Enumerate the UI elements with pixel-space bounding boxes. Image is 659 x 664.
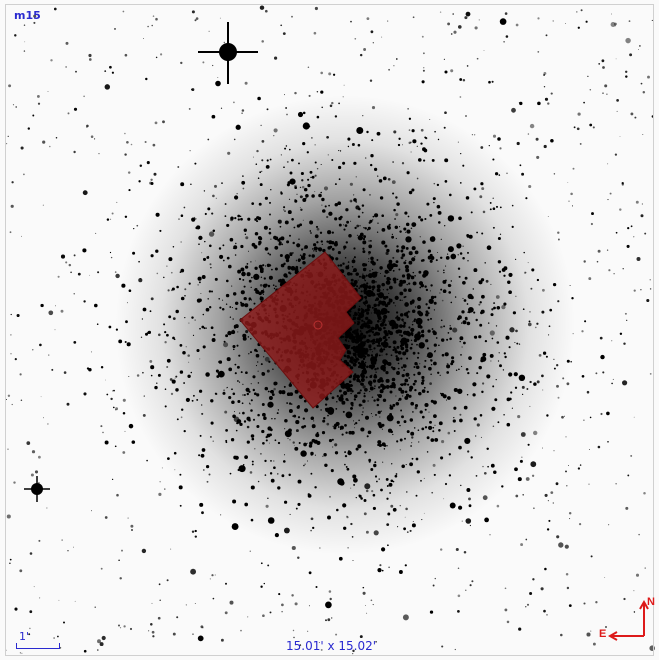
- field-of-view-label: 15.01' x 15.02': [286, 639, 377, 653]
- compass: N E: [599, 596, 655, 641]
- scale-bar: [16, 643, 60, 649]
- bright-stars: [24, 22, 258, 502]
- instrument-footprint: [239, 251, 362, 409]
- north-label: N: [647, 596, 655, 608]
- target-label: m15: [14, 9, 41, 22]
- footprint-center: [313, 320, 323, 330]
- scale-bar-label: 1': [19, 630, 30, 643]
- bright-star: [24, 476, 50, 502]
- bright-star: [198, 22, 258, 84]
- east-label: E: [599, 628, 606, 640]
